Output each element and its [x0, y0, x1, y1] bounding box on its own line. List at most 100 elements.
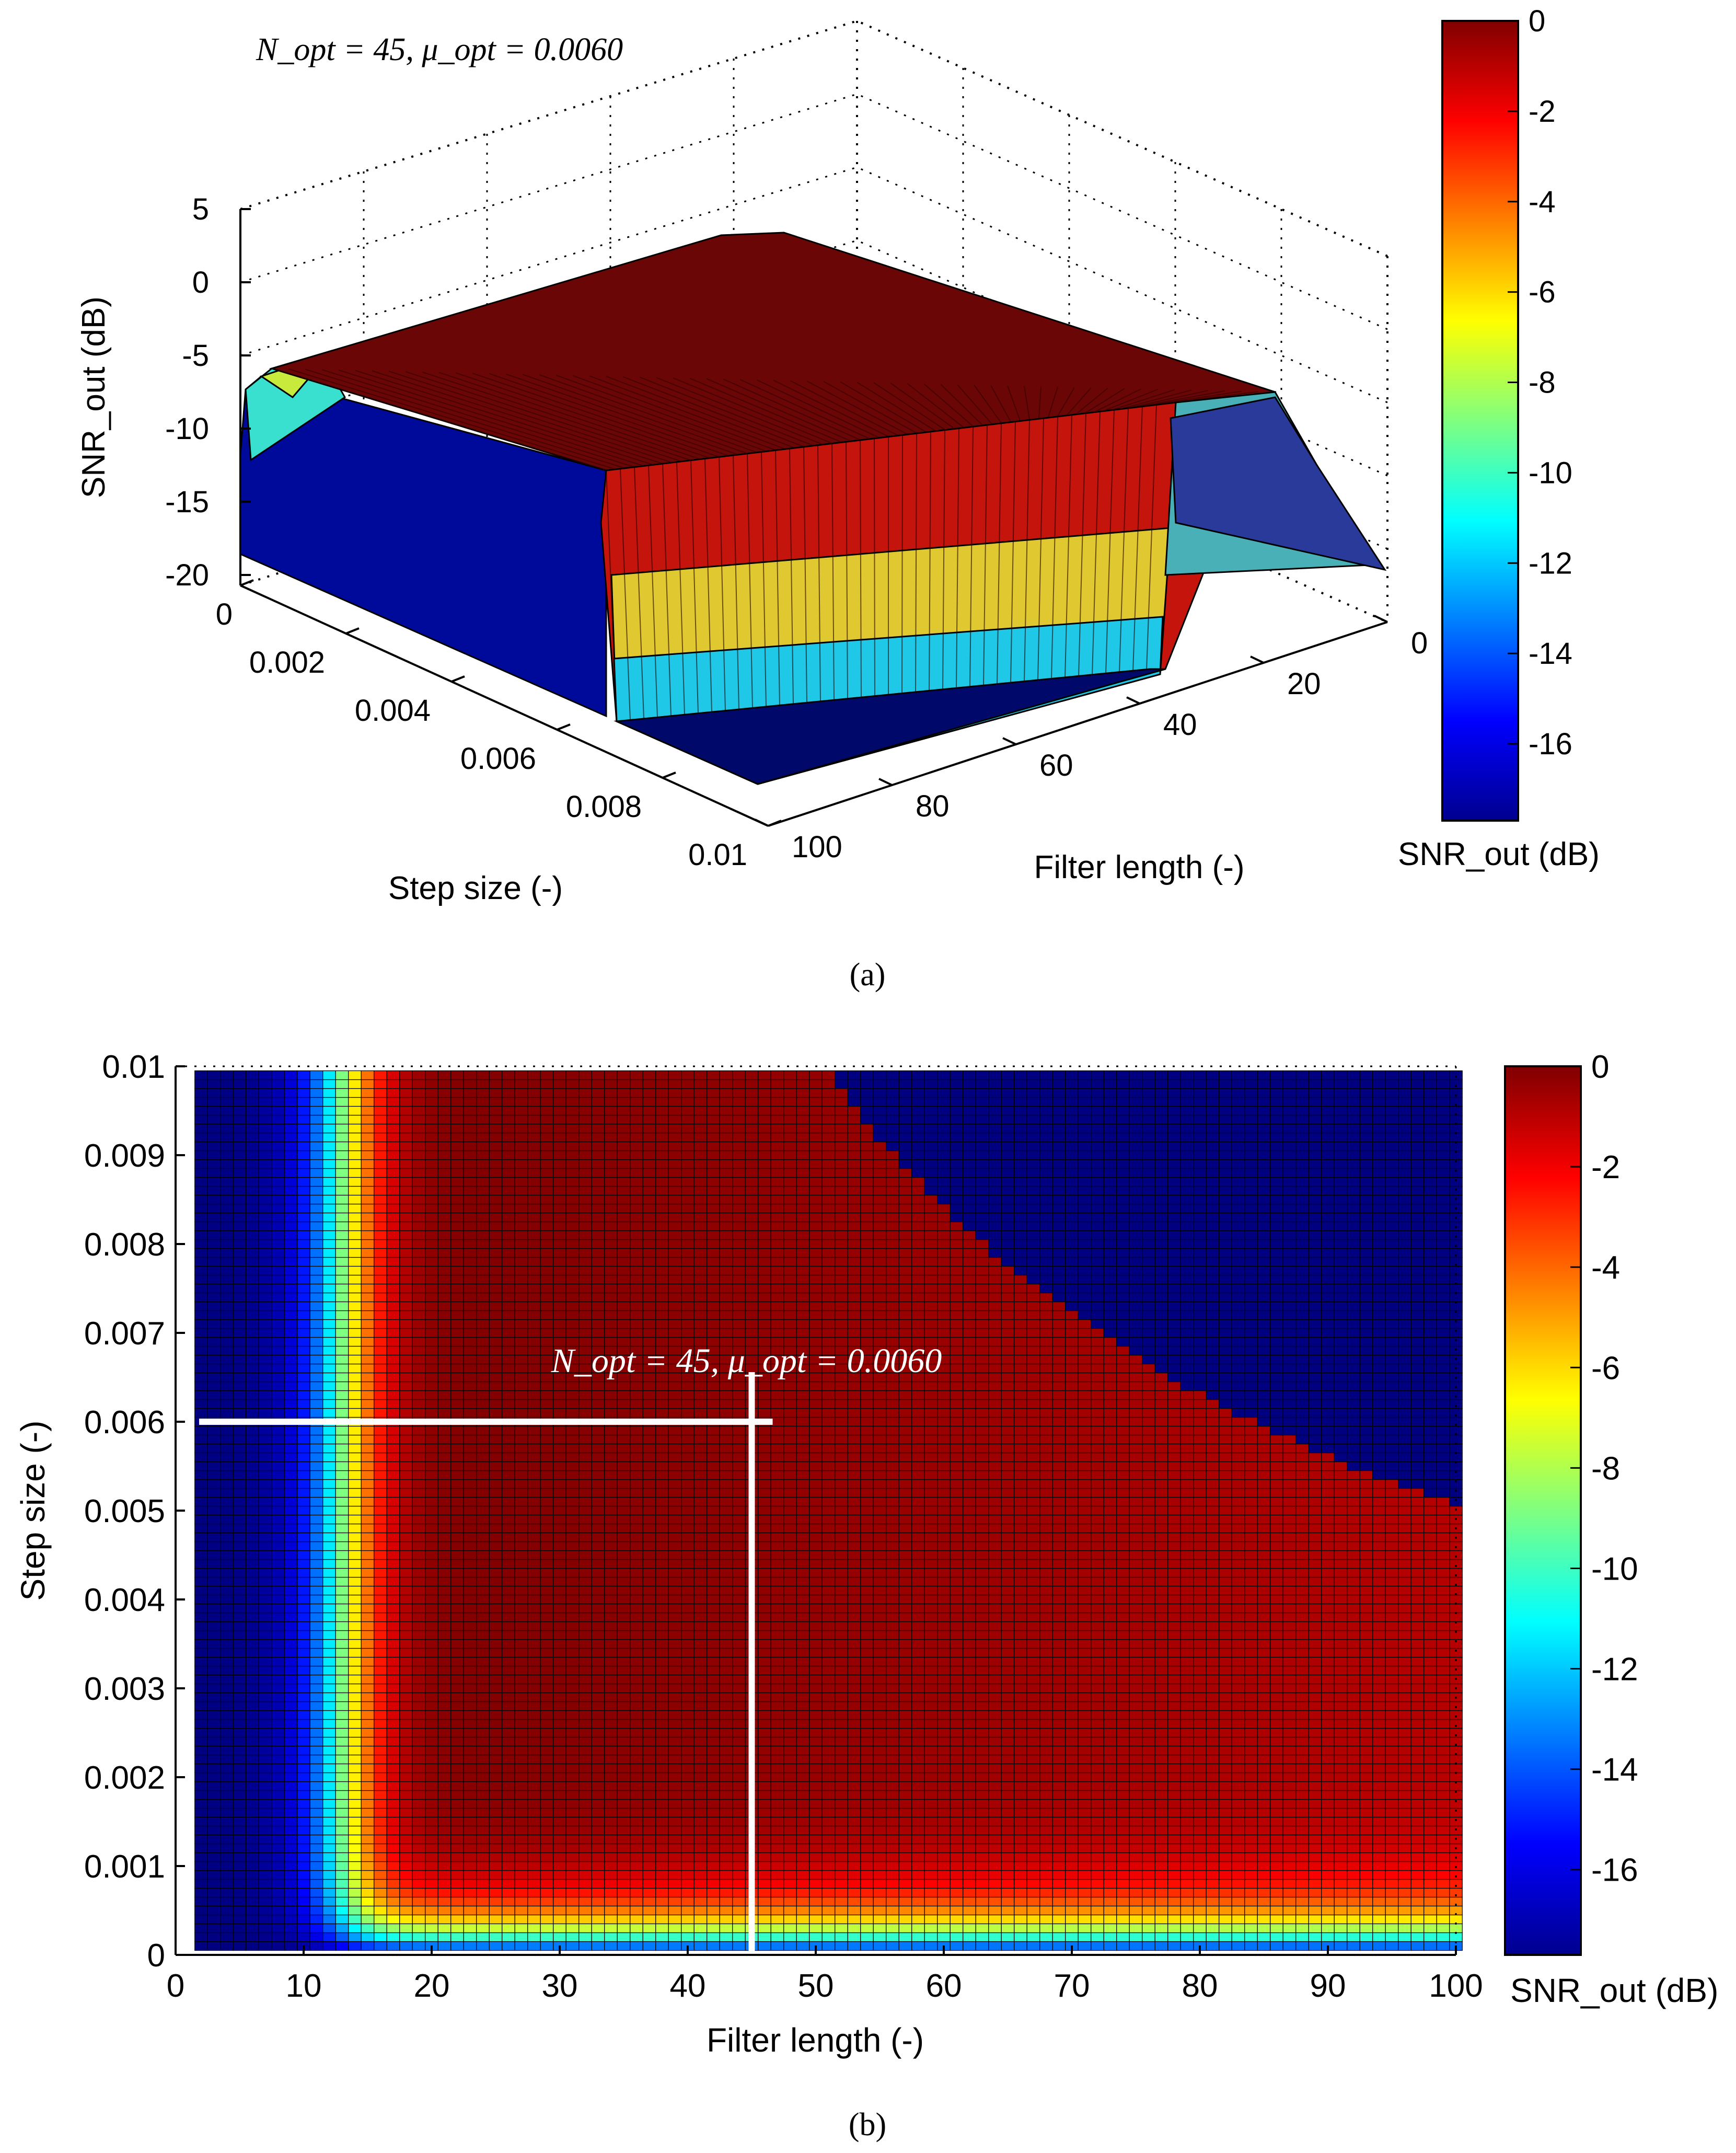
- heatmap-cell: [194, 1505, 208, 1516]
- heatmap-cell: [565, 1070, 580, 1080]
- heatmap-cell: [783, 1434, 797, 1445]
- heatmap-cell: [681, 1905, 695, 1916]
- heatmap-cell: [617, 1328, 631, 1338]
- heatmap-cell: [707, 1221, 720, 1231]
- heatmap-cell: [207, 1896, 221, 1907]
- heatmap-cell: [668, 1905, 682, 1916]
- heatmap-cell: [220, 1799, 234, 1809]
- heatmap-cell: [527, 1656, 541, 1667]
- heatmap-cell: [476, 1301, 490, 1311]
- heatmap-cell: [502, 1648, 515, 1658]
- heatmap-cell: [693, 1150, 708, 1160]
- heatmap-cell: [412, 1941, 426, 1951]
- heatmap-cell: [271, 1683, 285, 1694]
- heatmap-cell: [374, 1452, 387, 1463]
- heatmap-cell: [732, 1310, 746, 1320]
- heatmap-cell: [412, 1283, 426, 1294]
- heatmap-cell: [655, 1870, 669, 1880]
- heatmap-cell: [809, 1745, 823, 1756]
- heatmap-cell: [591, 1203, 605, 1214]
- heatmap-cell: [719, 1914, 733, 1925]
- heatmap-cell: [233, 1088, 247, 1098]
- heatmap-cell: [732, 1825, 746, 1836]
- heatmap-cell: [565, 1834, 580, 1845]
- heatmap-cell: [271, 1790, 285, 1800]
- heatmap-cell: [604, 1452, 618, 1463]
- heatmap-cell: [642, 1461, 656, 1471]
- heatmap-cell: [540, 1692, 554, 1702]
- heatmap-cell: [463, 1114, 477, 1125]
- heatmap-cell: [565, 1674, 580, 1685]
- heatmap-cell: [655, 1710, 669, 1720]
- heatmap-cell: [425, 1434, 438, 1445]
- heatmap-cell: [335, 1896, 349, 1907]
- heatmap-cell: [322, 1328, 336, 1338]
- heatmap-cell: [258, 1399, 272, 1409]
- heatmap-cell: [796, 1879, 810, 1889]
- heatmap-cell: [681, 1479, 695, 1489]
- heatmap-cell: [258, 1114, 272, 1125]
- heatmap-cell: [681, 1088, 695, 1098]
- heatmap-cell: [399, 1177, 413, 1187]
- heatmap-cell: [655, 1310, 669, 1320]
- heatmap-cell: [207, 1594, 221, 1605]
- heatmap-cell: [374, 1292, 387, 1303]
- heatmap-cell: [450, 1799, 464, 1809]
- heatmap-cell: [476, 1683, 490, 1694]
- heatmap-cell: [578, 1870, 592, 1880]
- heatmap-cell: [476, 1719, 490, 1729]
- heatmap-cell: [655, 1425, 669, 1436]
- heatmap-cell: [335, 1106, 349, 1116]
- heatmap-cell: [194, 1132, 208, 1143]
- heatmap-cell: [463, 1550, 477, 1560]
- heatmap-cell: [617, 1719, 631, 1729]
- heatmap-cell: [719, 1665, 733, 1676]
- heatmap-cell: [578, 1754, 592, 1765]
- heatmap-cell: [553, 1177, 566, 1187]
- heatmap-cell: [514, 1194, 528, 1205]
- heatmap-cell: [412, 1612, 426, 1622]
- heatmap-cell: [322, 1408, 336, 1418]
- heatmap-cell: [361, 1523, 375, 1534]
- heatmap-cell: [642, 1212, 656, 1223]
- heatmap-cell: [617, 1283, 631, 1294]
- heatmap-cell: [707, 1106, 720, 1116]
- heatmap-cell: [514, 1763, 528, 1774]
- heatmap-cell: [553, 1301, 566, 1311]
- heatmap-cell: [540, 1505, 554, 1516]
- heatmap-cell: [476, 1230, 490, 1240]
- heatmap-cell: [386, 1345, 400, 1356]
- heatmap-cell: [194, 1079, 208, 1089]
- heatmap-cell: [604, 1194, 618, 1205]
- heatmap-cell: [412, 1550, 426, 1560]
- heatmap-cell: [809, 1621, 823, 1631]
- heatmap-cell: [591, 1399, 605, 1409]
- heatmap-cell: [758, 1719, 771, 1729]
- heatmap-cell: [450, 1390, 464, 1400]
- heatmap-cell: [758, 1896, 771, 1907]
- heatmap-cell: [681, 1843, 695, 1853]
- heatmap-cell: [207, 1701, 221, 1711]
- heatmap-cell: [412, 1114, 426, 1125]
- heatmap-cell: [565, 1763, 580, 1774]
- heatmap-cell: [335, 1363, 349, 1374]
- heatmap-cell: [719, 1230, 733, 1240]
- heatmap-cell: [642, 1203, 656, 1214]
- heatmap-cell: [322, 1283, 336, 1294]
- heatmap-cell: [732, 1559, 746, 1569]
- heatmap-cell: [437, 1461, 452, 1471]
- heatmap-cell: [540, 1612, 554, 1622]
- heatmap-cell: [425, 1683, 438, 1694]
- heatmap-cell: [502, 1887, 515, 1898]
- heatmap-cell: [770, 1701, 784, 1711]
- heatmap-cell: [207, 1514, 221, 1525]
- heatmap-cell: [258, 1106, 272, 1116]
- heatmap-cell: [783, 1150, 797, 1160]
- mesh-line: [739, 379, 870, 440]
- heatmap-cell: [348, 1559, 362, 1569]
- heatmap-cell: [233, 1674, 247, 1685]
- heatmap-cell: [425, 1319, 438, 1329]
- heatmap-cell: [591, 1550, 605, 1560]
- heatmap-cell: [194, 1719, 208, 1729]
- heatmap-cell: [502, 1150, 515, 1160]
